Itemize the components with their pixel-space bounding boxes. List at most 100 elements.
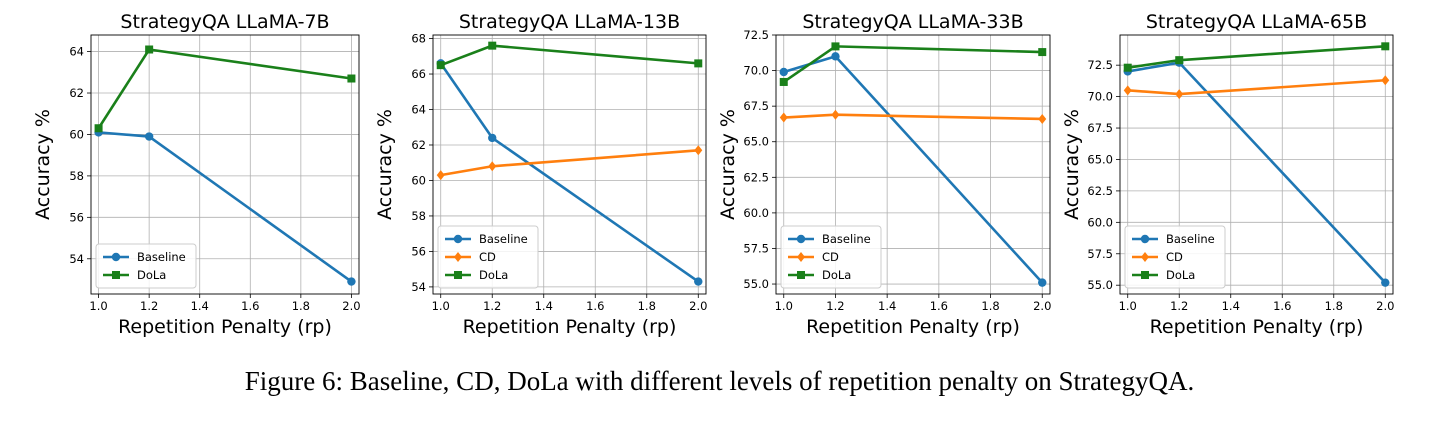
chart-panel-1: 1.0 1.2 1.4 1.6 1.8 2.0 54 56 58 60 62 64 66 68 Strate…	[374, 11, 707, 338]
chart-panel-2: 1.0 1.2 1.4 1.6 1.8 2.0 55.0 57.5 60.0 62.5 65.0 67…	[717, 11, 1051, 338]
data-point-dola	[779, 77, 788, 86]
legend-label-dola: DoLa	[479, 268, 508, 282]
y-tick-label: 56	[411, 244, 426, 258]
y-tick-label: 70.0	[743, 64, 769, 78]
x-tick-label: 1.0	[775, 299, 793, 313]
series-dola	[779, 42, 1047, 86]
chart-title: StrategyQA LLaMA-33B	[802, 11, 1023, 33]
legend-box	[1124, 225, 1226, 289]
y-tick-label: 64	[411, 103, 426, 117]
x-tick-label: 1.4	[1222, 299, 1240, 313]
series-line-dola	[783, 45, 1043, 84]
plot-frame	[775, 34, 1051, 295]
figure-caption: Figure 6: Baseline, CD, DoLa with differ…	[244, 366, 1195, 396]
y-axis-label: Accuracy %	[32, 109, 54, 220]
data-point-dola	[347, 74, 356, 83]
y-tick-label: 58	[411, 209, 426, 223]
x-tick-label: 1.6	[930, 299, 948, 313]
series-line-cd	[1127, 78, 1386, 96]
series-line-cd	[783, 113, 1043, 121]
data-point-dola	[1123, 63, 1132, 72]
data-point-dola	[436, 61, 445, 70]
y-axis-label: Accuracy %	[717, 109, 739, 220]
x-axis-label: Repetition Penalty (rp)	[463, 316, 677, 338]
legend: Baseline CD DoLa	[1124, 225, 1226, 289]
y-tick-label: 60.0	[1087, 215, 1113, 229]
legend-marker-dola	[1141, 271, 1149, 279]
x-tick-label: 1.2	[140, 299, 158, 313]
legend-marker-cd	[1141, 252, 1149, 262]
x-tick-label: 1.4	[191, 299, 209, 313]
data-point-dola	[831, 42, 840, 51]
chart-panel-3: 1.0 1.2 1.4 1.6 1.8 2.0 55.0 57.5 60.0 62.5 65.0 67…	[1061, 11, 1394, 338]
data-point-cd	[436, 170, 445, 181]
data-point-dola	[1381, 42, 1390, 51]
data-point-dola	[488, 41, 497, 50]
legend-marker-dola	[454, 271, 462, 279]
legend-box	[95, 243, 197, 289]
x-tick-label: 1.4	[878, 299, 896, 313]
y-tick-label: 57.5	[1087, 247, 1113, 261]
legend-label-cd: CD	[822, 250, 839, 264]
y-tick-label: 62	[411, 138, 426, 152]
data-point-dola	[145, 45, 154, 54]
y-tick-label: 55.0	[1087, 278, 1113, 292]
x-tick-label: 2.0	[689, 299, 707, 313]
x-tick-label: 1.2	[826, 299, 844, 313]
data-point-baseline	[779, 67, 788, 77]
x-tick-label: 2.0	[1376, 299, 1394, 313]
y-tick-label: 54	[411, 280, 426, 294]
x-tick-label: 1.8	[638, 299, 656, 313]
x-tick-label: 1.0	[1119, 299, 1137, 313]
y-tick-label: 62.5	[743, 170, 769, 184]
data-point-baseline	[488, 133, 497, 143]
legend-label-baseline: Baseline	[137, 250, 186, 264]
legend-marker-baseline	[453, 234, 463, 244]
y-tick-label: 56	[69, 210, 84, 224]
chart-panel-0: 1.0 1.2 1.4 1.6 1.8 2.0 54 56 58 60 62 64 StrategyQA…	[32, 11, 361, 338]
x-tick-label: 2.0	[342, 299, 360, 313]
y-tick-label: 67.5	[1087, 121, 1113, 135]
legend-box	[780, 225, 882, 289]
y-tick-label: 72.5	[1087, 58, 1113, 72]
data-point-cd	[488, 161, 497, 172]
legend-label-baseline: Baseline	[822, 232, 871, 246]
x-tick-label: 1.6	[1273, 299, 1291, 313]
series-line-dola	[440, 44, 699, 67]
data-point-cd	[1381, 75, 1390, 86]
series-cd	[779, 109, 1047, 124]
legend-box	[437, 225, 539, 289]
y-tick-label: 54	[69, 252, 84, 266]
legend: Baseline CD DoLa	[437, 225, 539, 289]
figure: 1.0 1.2 1.4 1.6 1.8 2.0 54 56 58 60 62 64 StrategyQA…	[32, 11, 1394, 338]
series-dola	[436, 41, 703, 70]
series-cd	[1123, 75, 1390, 100]
legend-marker-dola	[112, 271, 120, 279]
y-axis-label: Accuracy %	[1061, 109, 1083, 220]
x-axis-label: Repetition Penalty (rp)	[118, 316, 332, 338]
plot-frame	[432, 34, 707, 295]
data-point-cd	[694, 145, 703, 156]
legend-label-baseline: Baseline	[479, 232, 528, 246]
y-axis-label: Accuracy %	[374, 109, 396, 220]
y-tick-label: 72.5	[743, 28, 769, 42]
data-point-baseline	[144, 132, 154, 141]
legend: Baseline DoLa	[95, 243, 197, 289]
y-tick-label: 62.5	[1087, 184, 1113, 198]
data-point-dola	[94, 124, 103, 133]
legend-label-dola: DoLa	[1166, 268, 1195, 282]
legend-marker-cd	[454, 252, 462, 262]
data-point-baseline	[694, 277, 703, 286]
legend: Baseline CD DoLa	[780, 225, 882, 289]
series-dola	[94, 45, 356, 133]
y-tick-label: 66	[411, 67, 426, 81]
legend-marker-dola	[797, 271, 805, 279]
y-tick-label: 65.0	[1087, 152, 1113, 166]
x-tick-label: 1.2	[1170, 299, 1188, 313]
y-tick-label: 58	[69, 169, 84, 183]
data-point-dola	[1175, 56, 1184, 65]
chart-title: StrategyQA LLaMA-7B	[120, 11, 329, 33]
legend-marker-cd	[797, 252, 805, 262]
x-tick-label: 1.0	[432, 299, 450, 313]
x-tick-label: 1.6	[586, 299, 604, 313]
